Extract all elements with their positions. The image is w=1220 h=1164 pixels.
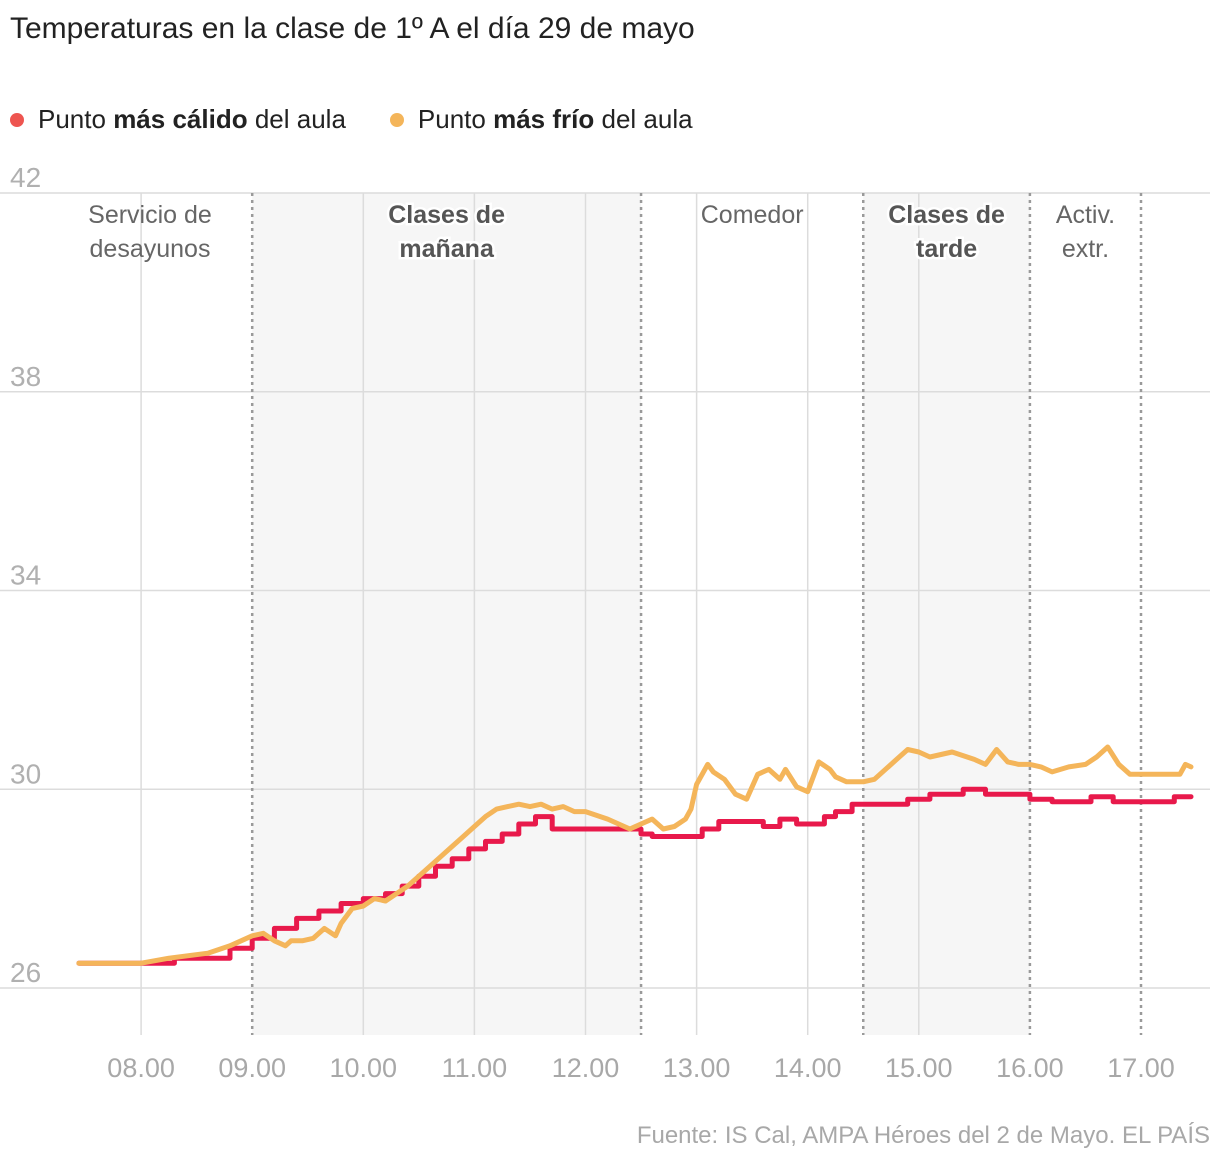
- chart-title: Temperaturas en la clase de 1º A el día …: [10, 12, 695, 45]
- x-tick-label-15.00: 15.00: [885, 1053, 953, 1083]
- legend-item-cold[interactable]: Punto más frío del aula: [389, 104, 693, 135]
- x-tick-label-08.00: 08.00: [107, 1053, 175, 1083]
- x-tick-label-12.00: 12.00: [552, 1053, 620, 1083]
- legend-item-warm[interactable]: Punto más cálido del aula: [10, 104, 346, 135]
- period-label-4-line-1: extr.: [1062, 235, 1109, 263]
- series-line-cold: [76, 744, 1194, 966]
- shaded-band-0: [252, 193, 642, 1035]
- period-label-4-line-0: Activ.: [1056, 201, 1115, 229]
- legend-dot-warm: [10, 112, 24, 127]
- legend-cold-pre: Punto: [417, 104, 486, 134]
- period-label-3-line-1: tarde: [916, 235, 977, 263]
- y-tick-label-26: 26: [10, 957, 41, 988]
- legend-warm-bold: más cálido: [113, 104, 248, 134]
- x-tick-label-10.00: 10.00: [330, 1053, 398, 1083]
- legend-cold-post: del aula: [601, 104, 693, 134]
- y-tick-label-30: 30: [10, 758, 41, 789]
- y-tick-label-34: 34: [10, 560, 41, 591]
- period-label-3-line-0: Clases de: [888, 201, 1005, 229]
- y-tick-label-38: 38: [10, 361, 41, 392]
- x-tick-label-16.00: 16.00: [996, 1053, 1064, 1083]
- series-line-warm: [76, 786, 1194, 966]
- x-tick-label-11.00: 11.00: [442, 1053, 508, 1083]
- legend: Punto más cálido del aula Punto más frío…: [10, 104, 693, 135]
- legend-warm-post: del aula: [254, 104, 346, 134]
- x-tick-label-13.00: 13.00: [663, 1053, 731, 1083]
- legend-cold-bold: más frío: [493, 104, 595, 134]
- x-tick-label-17.00: 17.00: [1107, 1053, 1175, 1083]
- x-tick-label-14.00: 14.00: [774, 1053, 842, 1083]
- period-label-1-line-0: Clases de: [388, 201, 505, 229]
- period-label-2-line-0: Comedor: [701, 201, 804, 229]
- period-label-0-line-0: Servicio de: [88, 201, 212, 229]
- period-label-1-line-1: mañana: [399, 235, 495, 263]
- legend-dot-cold: [389, 112, 404, 127]
- shaded-band-1: [863, 193, 1030, 1035]
- x-tick-label-09.00: 09.00: [218, 1053, 286, 1083]
- source-note: Fuente: IS Cal, AMPA Héroes del 2 de May…: [636, 1122, 1210, 1149]
- period-label-0-line-1: desayunos: [90, 235, 211, 263]
- legend-warm-pre: Punto: [38, 104, 106, 134]
- line-chart: 26 30 34 38 42 08.00 09.00 10.00 11.00 12.00 13.00…: [0, 162, 1210, 1083]
- y-tick-label-42: 42: [10, 162, 41, 193]
